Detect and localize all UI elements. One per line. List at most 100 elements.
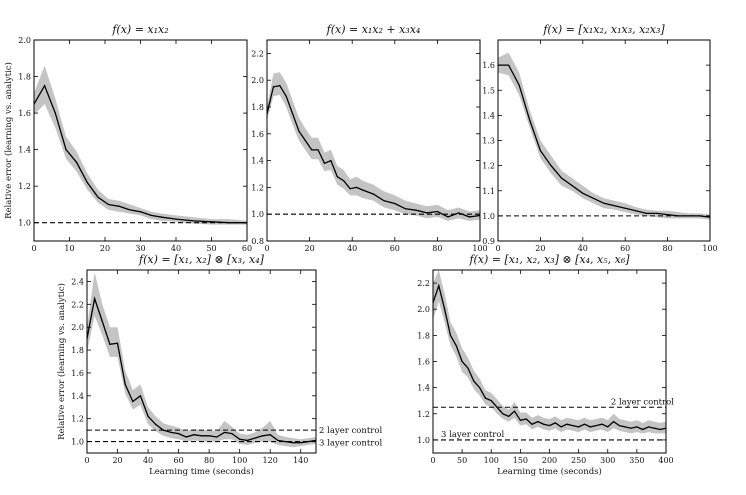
reference-line-label: 3 layer control [319, 439, 382, 449]
data-point [394, 202, 396, 205]
data-point [254, 437, 256, 439]
data-point [571, 185, 573, 187]
data-point [291, 113, 294, 115]
y-tick-label: 1.0 [71, 438, 84, 447]
data-point [447, 216, 449, 218]
x-tick-label: 80 [432, 244, 442, 253]
data-point [624, 426, 626, 428]
data-point [589, 426, 591, 428]
data-point [147, 415, 149, 417]
reference-line-label: 2 layer control [611, 397, 674, 407]
data-point [349, 188, 351, 190]
chart-title: f(x) = [x₁, x₂] ⊗ [x₃, x₄] [138, 253, 265, 266]
y-tick-label: 1.8 [71, 346, 84, 355]
confidence-band [498, 52, 710, 220]
data-point [323, 162, 326, 164]
mean-error-line [34, 84, 247, 224]
x-tick-label: 100 [472, 244, 487, 253]
data-point [518, 84, 520, 86]
data-point [139, 211, 142, 213]
x-tick-label: 20 [100, 244, 110, 253]
confidence-band [34, 65, 247, 225]
data-point [101, 320, 103, 323]
data-point [107, 203, 110, 206]
x-tick-label: 60 [174, 456, 184, 465]
data-point [292, 442, 294, 444]
data-point [601, 423, 603, 425]
data-point [129, 209, 131, 211]
y-axis-label: Relative error (learning vs. analytic) [3, 62, 14, 219]
confidence-band [433, 270, 666, 434]
chart-panel-3: 0 20 40 60 80 100 0.9 1.0 1.1 1.2 1.3 1.4 1.5 1.6 f(x)… [482, 23, 717, 253]
data-point [383, 200, 385, 202]
data-point [444, 308, 446, 310]
data-point [426, 212, 428, 214]
data-point [560, 426, 562, 428]
data-point [513, 410, 516, 412]
data-point [94, 297, 96, 300]
data-point [508, 415, 510, 417]
x-tick-label: 300 [600, 456, 615, 465]
x-tick-label: 0 [430, 456, 435, 465]
y-tick-label: 0.8 [251, 237, 264, 246]
y-tick-label: 1.2 [18, 182, 31, 191]
chart-panel-2: 0 20 40 60 80 100 0.8 1.0 1.2 1.4 1.6 1.8 2.0 2.2 f(x)… [251, 23, 487, 253]
data-point [461, 360, 463, 363]
data-point [438, 285, 440, 287]
y-tick-label: 1.0 [417, 436, 430, 445]
data-point [537, 421, 539, 423]
x-tick-label: 120 [263, 456, 278, 465]
y-tick-label: 1.2 [482, 162, 495, 171]
x-tick-label: 20 [535, 244, 545, 253]
data-point [618, 424, 621, 427]
x-tick-label: 0 [495, 244, 500, 253]
data-point [677, 215, 679, 217]
x-tick-label: 0 [31, 244, 36, 253]
data-point [667, 214, 669, 216]
y-tick-label: 0.9 [482, 237, 495, 246]
mean-error-line [498, 64, 710, 218]
data-point [54, 112, 56, 114]
x-tick-label: 40 [578, 244, 588, 253]
data-point [490, 400, 492, 402]
x-tick-label: 40 [347, 244, 357, 253]
data-point [200, 435, 203, 437]
data-point [612, 421, 615, 423]
y-tick-label: 1.8 [417, 331, 430, 340]
y-tick-label: 1.1 [482, 187, 495, 196]
data-point [479, 387, 481, 389]
data-point [624, 207, 626, 209]
data-point [208, 435, 210, 437]
x-tick-label: 60 [242, 244, 252, 253]
x-tick-label: 10 [64, 244, 74, 253]
data-point [550, 165, 552, 167]
data-point [150, 214, 152, 217]
y-tick-label: 1.4 [251, 157, 264, 166]
data-point [343, 180, 345, 182]
chart-panel-4: 0 20 40 60 80 100 120 140 1.0 1.2 1.4 1.6 1.8 2.0 2.2 2… [56, 253, 382, 477]
data-point [688, 215, 690, 217]
data-point [216, 436, 218, 438]
y-tick-label: 1.6 [71, 369, 84, 378]
data-point [362, 189, 364, 191]
data-point [124, 383, 126, 385]
data-point [531, 423, 533, 425]
data-point [698, 215, 701, 217]
data-point [630, 427, 632, 429]
data-point [642, 428, 644, 431]
data-point [595, 424, 597, 427]
data-point [170, 431, 172, 434]
x-axis-label: Learning time (seconds) [497, 466, 602, 477]
chart-title: f(x) = [x₁, x₂, x₃] ⊗ [x₄, x₅, x₆] [468, 253, 630, 266]
data-point [116, 342, 119, 344]
y-tick-label: 2.2 [71, 300, 84, 309]
data-point [592, 197, 595, 199]
y-tick-label: 1.2 [71, 415, 84, 424]
data-point [468, 216, 470, 218]
data-point [317, 149, 319, 151]
chart-title: f(x) = x₁x₂ [111, 23, 168, 36]
reference-line-label: 2 layer control [319, 426, 382, 436]
data-point [178, 432, 180, 435]
data-point [175, 218, 177, 220]
data-point [455, 345, 457, 347]
